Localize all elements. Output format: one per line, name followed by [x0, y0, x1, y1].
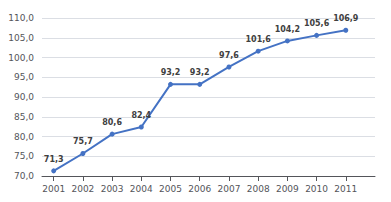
svg-text:93,2: 93,2 [190, 68, 210, 77]
svg-text:82,4: 82,4 [131, 111, 151, 120]
svg-text:2009: 2009 [276, 184, 299, 194]
svg-text:2007: 2007 [217, 184, 240, 194]
svg-text:2008: 2008 [247, 184, 270, 194]
svg-text:2002: 2002 [71, 184, 94, 194]
svg-text:75,7: 75,7 [73, 137, 93, 146]
svg-text:101,6: 101,6 [246, 35, 272, 44]
svg-text:2004: 2004 [130, 184, 153, 194]
svg-text:100,0: 100,0 [8, 53, 34, 63]
svg-text:105,6: 105,6 [304, 19, 330, 28]
svg-text:95,0: 95,0 [14, 72, 34, 82]
svg-text:110,0: 110,0 [8, 13, 34, 23]
svg-text:75,0: 75,0 [14, 151, 34, 161]
svg-text:80,6: 80,6 [102, 118, 122, 127]
svg-text:71,3: 71,3 [44, 155, 64, 164]
svg-text:85,0: 85,0 [14, 112, 34, 122]
svg-text:2001: 2001 [42, 184, 65, 194]
svg-text:2011: 2011 [334, 184, 357, 194]
svg-text:2003: 2003 [101, 184, 124, 194]
svg-text:104,2: 104,2 [275, 25, 300, 34]
svg-text:2005: 2005 [159, 184, 182, 194]
svg-text:70,0: 70,0 [14, 171, 34, 181]
svg-text:2006: 2006 [188, 184, 211, 194]
svg-text:105,0: 105,0 [8, 33, 34, 43]
svg-text:80,0: 80,0 [14, 132, 34, 142]
svg-text:2010: 2010 [305, 184, 328, 194]
svg-text:93,2: 93,2 [161, 68, 181, 77]
svg-text:106,9: 106,9 [333, 14, 359, 23]
svg-text:90,0: 90,0 [14, 92, 34, 102]
svg-text:97,6: 97,6 [219, 51, 239, 60]
